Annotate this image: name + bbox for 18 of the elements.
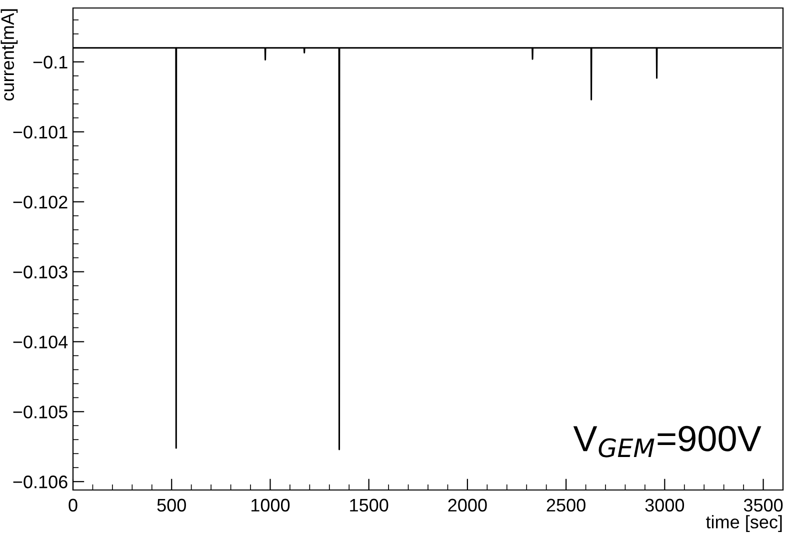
- y-tick-label: −0.1: [33, 56, 68, 69]
- x-tick-label: 0: [68, 498, 78, 512]
- x-tick-label: 2000: [448, 498, 487, 512]
- y-axis-title: current[mA]: [0, 9, 18, 101]
- x-tick-label: 2500: [546, 498, 586, 512]
- y-tick-label: −0.103: [13, 266, 68, 278]
- x-tick-label: 500: [157, 498, 186, 512]
- x-axis-title: time [sec]: [706, 515, 782, 532]
- x-tick-label: 3000: [645, 498, 684, 512]
- y-tick-label: −0.105: [13, 406, 68, 418]
- x-tick-label: 3500: [744, 498, 783, 512]
- y-tick-label: −0.101: [13, 126, 68, 139]
- x-tick-label: 1500: [350, 498, 388, 512]
- y-tick-label: −0.106: [13, 476, 68, 488]
- annotation: V$_{GEM}$=900V: [573, 426, 762, 458]
- x-tick-label: 1000: [252, 498, 290, 512]
- y-tick-label: −0.102: [13, 196, 68, 208]
- y-tick-label: −0.104: [13, 336, 68, 348]
